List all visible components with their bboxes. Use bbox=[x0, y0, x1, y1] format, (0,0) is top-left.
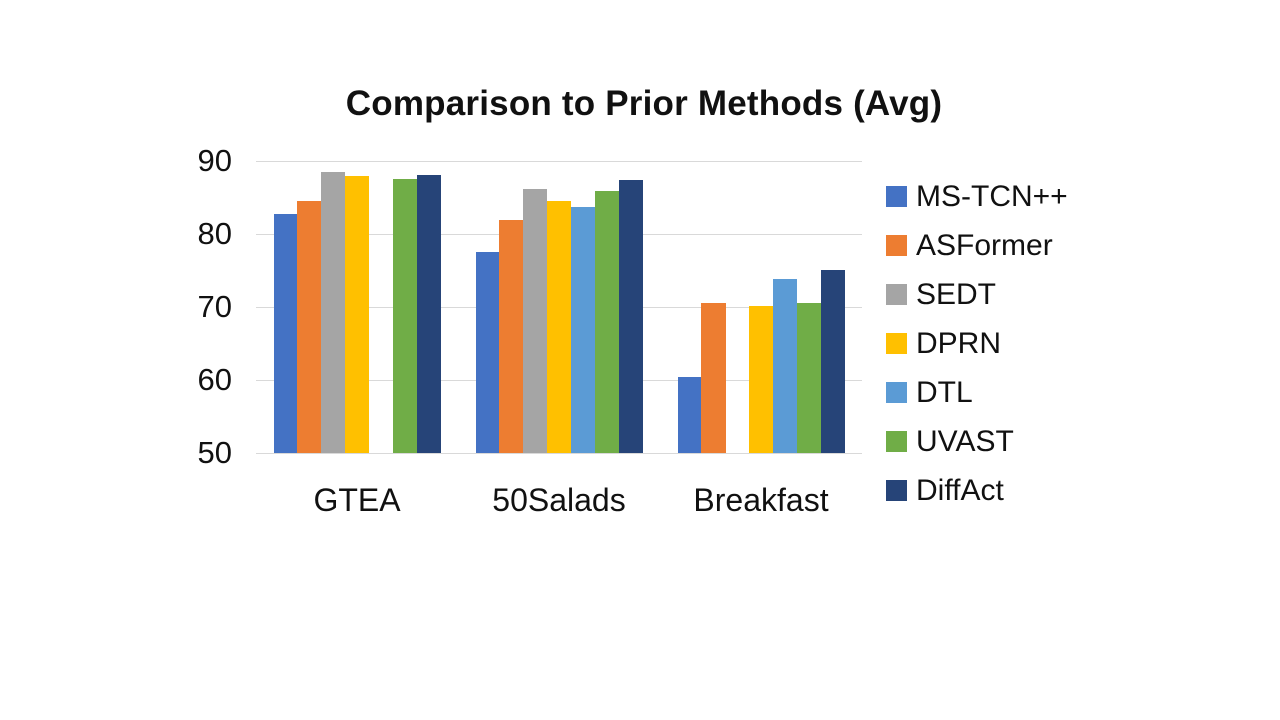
gridline bbox=[256, 453, 862, 454]
bar-uvast-50salads bbox=[594, 190, 620, 453]
bar-diffact-breakfast bbox=[820, 269, 845, 453]
bar-dprn-gtea bbox=[345, 175, 370, 453]
legend-label: ASFormer bbox=[916, 228, 1053, 262]
bar-dtl-breakfast bbox=[772, 278, 798, 453]
legend-color-swatch bbox=[886, 480, 907, 501]
y-axis-tick-label: 90 bbox=[197, 143, 232, 178]
bar-dtl-50salads bbox=[570, 206, 596, 453]
legend-label: MS-TCN++ bbox=[916, 179, 1068, 213]
bar-asformer-50salads bbox=[499, 220, 524, 453]
legend-label: DiffAct bbox=[916, 473, 1004, 507]
legend-color-swatch bbox=[886, 333, 907, 354]
legend-item: DiffAct bbox=[886, 466, 1068, 515]
bar-diffact-gtea bbox=[416, 174, 441, 453]
bar-mstcn-50salads bbox=[475, 252, 500, 453]
bar-diffact-50salads bbox=[618, 179, 643, 453]
gridline bbox=[256, 161, 862, 162]
y-axis-tick-label: 80 bbox=[197, 216, 232, 251]
legend-item: ASFormer bbox=[886, 221, 1068, 270]
x-axis-category-label: Breakfast bbox=[693, 482, 829, 518]
legend-item: DTL bbox=[886, 368, 1068, 417]
legend-label: DPRN bbox=[916, 326, 1002, 360]
bar-asformer-breakfast bbox=[701, 303, 726, 453]
y-axis-tick-label: 70 bbox=[197, 289, 232, 324]
bar-sedt-50salads bbox=[523, 188, 548, 453]
legend-label: UVAST bbox=[916, 424, 1014, 458]
legend-item: DPRN bbox=[886, 319, 1068, 368]
legend-color-swatch bbox=[886, 382, 907, 403]
y-axis-tick-label: 50 bbox=[197, 435, 232, 470]
legend-label: SEDT bbox=[916, 277, 997, 311]
x-axis-category-label: 50Salads bbox=[492, 482, 626, 518]
legend-color-swatch bbox=[886, 284, 907, 305]
bar-mstcn-gtea bbox=[273, 213, 298, 453]
bar-dprn-breakfast bbox=[749, 306, 774, 453]
bar-asformer-gtea bbox=[297, 201, 322, 453]
bar-uvast-gtea bbox=[392, 179, 418, 453]
legend-item: UVAST bbox=[886, 417, 1068, 466]
chart-title: Comparison to Prior Methods (Avg) bbox=[345, 84, 943, 123]
bar-dprn-50salads bbox=[547, 201, 572, 453]
legend-item: MS-TCN++ bbox=[886, 172, 1068, 221]
legend-color-swatch bbox=[886, 431, 907, 452]
bar-mstcn-breakfast bbox=[677, 377, 702, 453]
chart-legend: MS-TCN++ ASFormer SEDT DPRN DTL UVAST DiffAct bbox=[886, 172, 1068, 515]
legend-color-swatch bbox=[886, 235, 907, 256]
bar-sedt-gtea bbox=[321, 171, 346, 453]
x-axis-category-label: GTEA bbox=[313, 482, 401, 518]
legend-item: SEDT bbox=[886, 270, 1068, 319]
legend-color-swatch bbox=[886, 186, 907, 207]
legend-label: DTL bbox=[916, 375, 973, 409]
bar-uvast-breakfast bbox=[796, 302, 822, 453]
y-axis-tick-label: 60 bbox=[197, 362, 232, 397]
